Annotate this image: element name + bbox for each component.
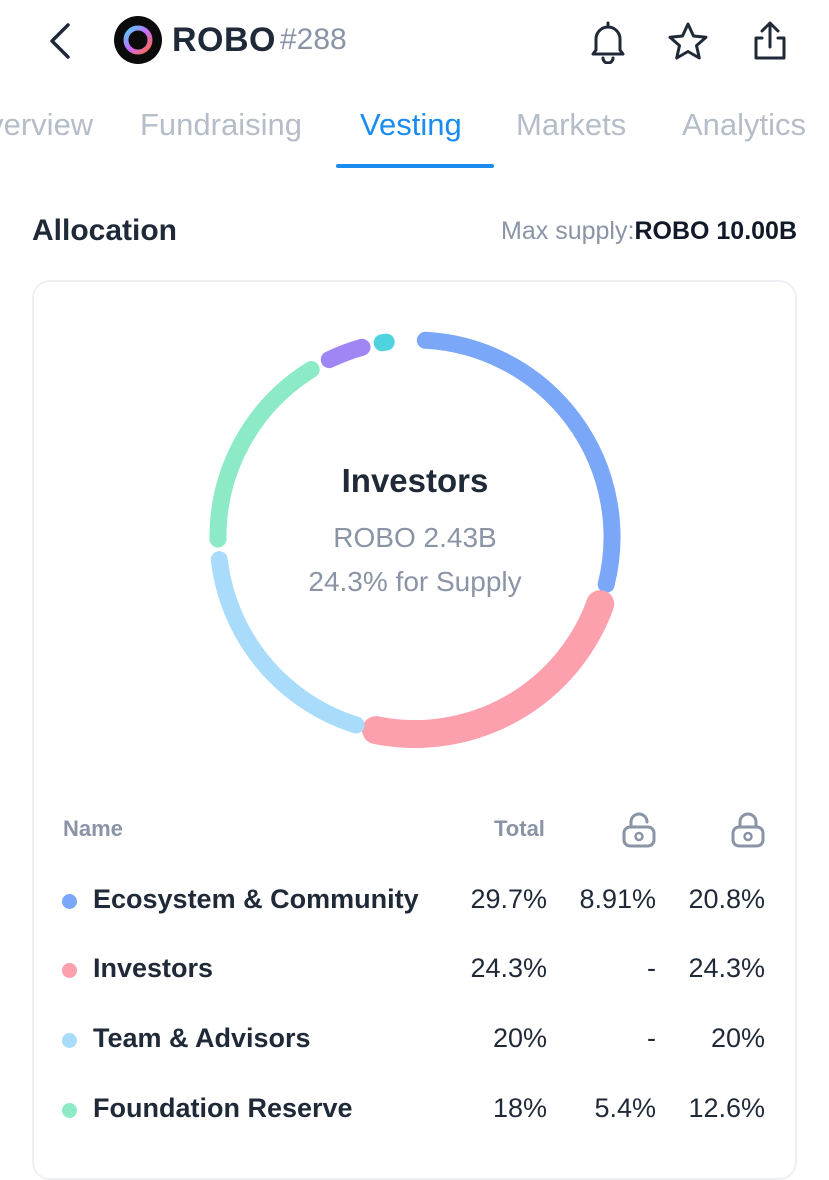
max-supply: Max supply:ROBO 10.00B <box>501 214 797 248</box>
tab-analytics[interactable]: Analytics <box>682 107 807 142</box>
row-locked: 20.8% <box>688 884 765 914</box>
donut-segment-foundation-reserve[interactable] <box>209 361 320 548</box>
favorite-button[interactable] <box>664 18 712 66</box>
bell-icon <box>591 21 625 64</box>
row-unlocked: 8.91% <box>579 884 656 914</box>
robo-logo-icon <box>114 16 162 64</box>
table-row: Foundation Reserve 18% 5.4% 12.6% <box>0 1085 829 1135</box>
row-total: 18% <box>492 1093 547 1123</box>
star-icon <box>668 22 708 60</box>
chart-center-percent: 24.3% for Supply <box>308 566 522 597</box>
tab-overview[interactable]: Overview <box>0 107 94 142</box>
chart-center-amount: ROBO 2.43B <box>333 522 497 553</box>
max-supply-label: Max supply: <box>501 217 635 245</box>
row-locked: 24.3% <box>688 953 765 983</box>
donut-segment-ecosystem-community[interactable] <box>416 331 621 593</box>
row-total: 24.3% <box>470 953 547 983</box>
row-unlocked: - <box>647 953 656 983</box>
row-total: 29.7% <box>470 884 547 914</box>
row-name: Ecosystem & Community <box>93 884 419 914</box>
table-row: Ecosystem & Community 29.7% 8.91% 20.8% <box>0 876 829 926</box>
table-row: Investors 24.3% - 24.3% <box>0 945 829 995</box>
row-unlocked: - <box>647 1023 656 1053</box>
table-row: Team & Advisors 20% - 20% <box>0 1015 829 1065</box>
donut-segment-team-advisors[interactable] <box>210 551 365 734</box>
row-name: Foundation Reserve <box>93 1093 353 1123</box>
donut-segment-other-2[interactable] <box>373 333 395 352</box>
tab-bar: Overview Fundraising Vesting Markets Ana… <box>0 84 829 170</box>
column-name-header: Name <box>63 816 123 841</box>
allocation-title: Allocation <box>32 214 178 247</box>
alert-button[interactable] <box>584 18 632 66</box>
row-name: Team & Advisors <box>93 1023 311 1053</box>
row-unlocked: 5.4% <box>594 1093 656 1123</box>
chart-center-name: Investors <box>341 462 489 499</box>
allocation-donut-chart <box>209 331 621 748</box>
row-name: Investors <box>93 953 214 983</box>
max-supply-value: ROBO 10.00B <box>634 217 797 245</box>
share-button[interactable] <box>746 18 794 66</box>
share-icon <box>754 21 786 60</box>
top-bar: ROBO #288 <box>0 0 829 84</box>
back-arrow-icon <box>50 23 70 59</box>
row-locked: 20% <box>710 1023 765 1053</box>
row-total: 20% <box>492 1023 547 1053</box>
legend-dot <box>62 963 77 978</box>
lock-icon <box>728 810 768 850</box>
tab-vesting[interactable]: Vesting <box>360 107 462 142</box>
token-name: ROBO <box>172 21 276 59</box>
token-rank: #288 <box>280 23 347 56</box>
legend-dot <box>62 894 77 909</box>
back-button[interactable] <box>40 18 80 64</box>
tab-fundraising[interactable]: Fundraising <box>140 107 302 142</box>
active-tab-indicator <box>336 164 494 168</box>
tab-markets[interactable]: Markets <box>516 107 627 142</box>
donut-segment-investors[interactable] <box>362 590 615 748</box>
unlock-icon <box>619 810 659 850</box>
legend-dot <box>62 1103 77 1118</box>
column-total-header: Total <box>494 816 545 841</box>
allocation-card <box>32 280 797 1180</box>
row-locked: 12.6% <box>688 1093 765 1123</box>
donut-segment-other-1[interactable] <box>320 338 371 369</box>
legend-dot <box>62 1033 77 1048</box>
